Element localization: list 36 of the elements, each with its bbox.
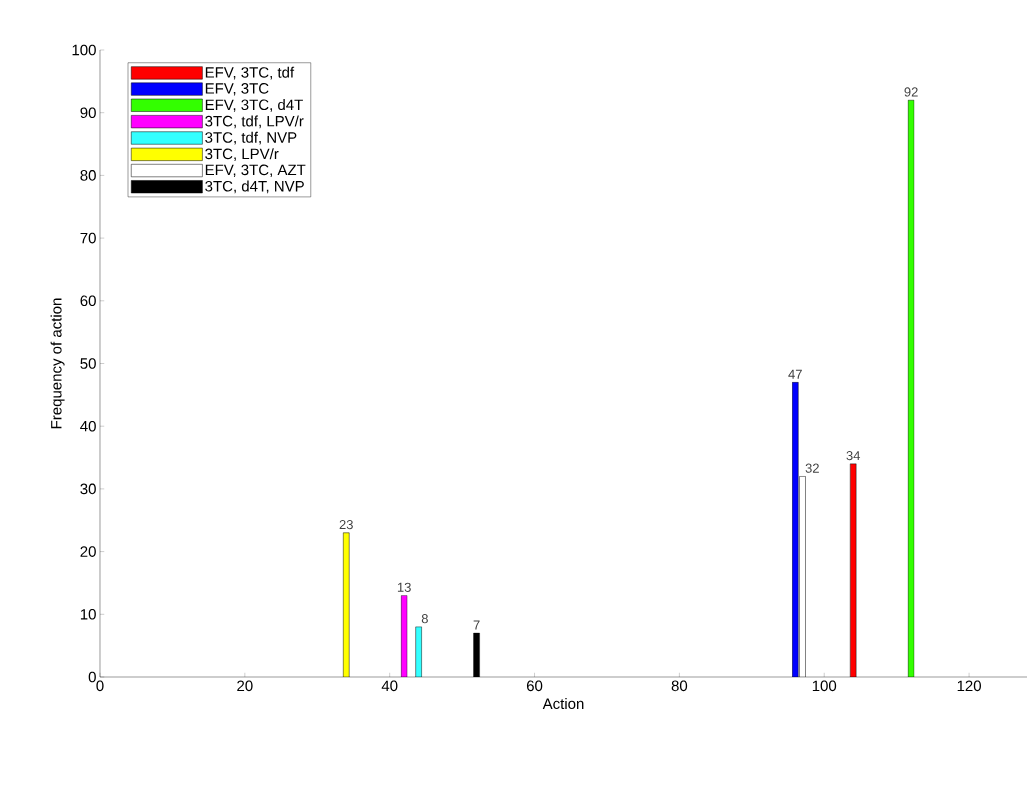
- y-tick-label: 90: [80, 107, 96, 118]
- legend-label: 3TC, d4T, NVP: [205, 180, 304, 194]
- x-axis-title: Action: [542, 698, 584, 710]
- data-label: 32: [805, 463, 819, 473]
- legend-label: EFV, 3TC: [205, 83, 269, 96]
- data-label: 8: [421, 614, 428, 624]
- data-label: 47: [788, 369, 802, 379]
- legend-label: 3TC, LPV/r: [205, 148, 279, 161]
- legend-label: 3TC, tdf, LPV/r: [205, 115, 304, 129]
- y-tick-label: 70: [80, 232, 96, 244]
- x-tick-label: 120: [957, 680, 981, 692]
- x-tick-label: 80: [671, 680, 688, 692]
- x-tick-label: 40: [381, 680, 398, 692]
- y-tick-label: 80: [80, 170, 96, 181]
- y-axis-title: Frequency of action: [50, 298, 65, 429]
- legend-label: EFV, 3TC, AZT: [205, 164, 306, 177]
- x-tick-label: 60: [526, 680, 543, 692]
- y-tick-label: 30: [80, 483, 96, 495]
- data-label: 92: [904, 87, 918, 97]
- legend-label: EFV, 3TC, d4T: [205, 99, 303, 112]
- y-tick-label: 10: [80, 608, 96, 620]
- y-tick-label: 100: [72, 44, 96, 56]
- x-tick-label: 100: [812, 680, 837, 692]
- data-label: 34: [846, 451, 861, 461]
- y-tick-label: 40: [80, 420, 96, 432]
- data-label: 23: [339, 520, 353, 530]
- y-tick-label: 20: [80, 546, 96, 557]
- y-tick-label: 50: [80, 358, 96, 369]
- legend-label: 3TC, tdf, NVP: [205, 131, 297, 145]
- y-tick-label: 60: [80, 295, 96, 307]
- data-label: 13: [397, 582, 411, 592]
- x-tick-label: 0: [96, 680, 104, 692]
- legend-label: EFV, 3TC, tdf: [205, 66, 295, 80]
- x-tick-label: 20: [237, 680, 253, 692]
- data-label: 7: [473, 620, 480, 630]
- y-tick-label: 0: [88, 671, 96, 683]
